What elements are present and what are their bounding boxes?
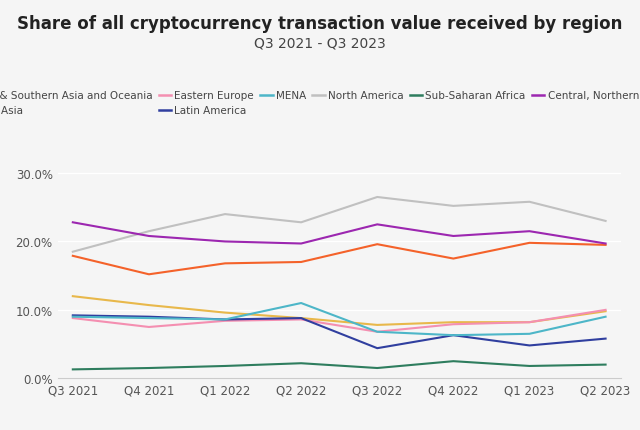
Central, Northern & Western Europe bbox=[373, 222, 381, 227]
MENA bbox=[221, 317, 229, 322]
Eastern Asia bbox=[525, 320, 533, 325]
Central & Southern Asia and Oceania bbox=[69, 254, 77, 259]
Text: Share of all cryptocurrency transaction value received by region: Share of all cryptocurrency transaction … bbox=[17, 15, 623, 33]
North America bbox=[69, 249, 77, 255]
Eastern Europe bbox=[373, 329, 381, 335]
Eastern Europe bbox=[298, 317, 305, 322]
Line: Central & Southern Asia and Oceania: Central & Southern Asia and Oceania bbox=[73, 243, 605, 275]
Sub-Saharan Africa bbox=[373, 366, 381, 371]
Central & Southern Asia and Oceania bbox=[449, 256, 457, 261]
Latin America bbox=[449, 333, 457, 338]
Central, Northern & Western Europe bbox=[221, 240, 229, 245]
Line: Latin America: Latin America bbox=[73, 316, 605, 348]
Central & Southern Asia and Oceania bbox=[373, 242, 381, 247]
Sub-Saharan Africa bbox=[145, 366, 153, 371]
Central & Southern Asia and Oceania bbox=[525, 241, 533, 246]
North America bbox=[298, 220, 305, 225]
Central & Southern Asia and Oceania bbox=[221, 261, 229, 266]
Central & Southern Asia and Oceania bbox=[145, 272, 153, 277]
Central, Northern & Western Europe bbox=[449, 234, 457, 239]
Sub-Saharan Africa bbox=[449, 359, 457, 364]
Latin America bbox=[145, 314, 153, 319]
MENA bbox=[145, 316, 153, 321]
Latin America bbox=[373, 346, 381, 351]
Eastern Asia bbox=[373, 322, 381, 328]
Line: Eastern Europe: Eastern Europe bbox=[73, 310, 605, 332]
Sub-Saharan Africa bbox=[602, 362, 609, 367]
Eastern Europe bbox=[602, 307, 609, 313]
Eastern Europe bbox=[145, 325, 153, 330]
MENA bbox=[449, 333, 457, 338]
Eastern Asia bbox=[602, 309, 609, 314]
Latin America bbox=[602, 336, 609, 341]
Latin America bbox=[298, 316, 305, 321]
Line: Sub-Saharan Africa: Sub-Saharan Africa bbox=[73, 361, 605, 369]
Eastern Europe bbox=[221, 319, 229, 324]
MENA bbox=[373, 329, 381, 335]
Eastern Europe bbox=[525, 320, 533, 325]
Legend: Central & Southern Asia and Oceania, Eastern Asia, Eastern Europe, Latin America: Central & Southern Asia and Oceania, Eas… bbox=[0, 87, 640, 120]
Sub-Saharan Africa bbox=[221, 363, 229, 369]
Central & Southern Asia and Oceania bbox=[602, 243, 609, 248]
North America bbox=[221, 212, 229, 217]
Sub-Saharan Africa bbox=[69, 367, 77, 372]
Central, Northern & Western Europe bbox=[145, 234, 153, 239]
Text: Q3 2021 - Q3 2023: Q3 2021 - Q3 2023 bbox=[254, 37, 386, 50]
Eastern Europe bbox=[449, 322, 457, 327]
Line: North America: North America bbox=[73, 197, 605, 252]
MENA bbox=[69, 314, 77, 319]
North America bbox=[602, 219, 609, 224]
Latin America bbox=[525, 343, 533, 348]
Central, Northern & Western Europe bbox=[69, 220, 77, 225]
Line: Eastern Asia: Eastern Asia bbox=[73, 297, 605, 325]
Latin America bbox=[69, 313, 77, 318]
Sub-Saharan Africa bbox=[525, 363, 533, 369]
MENA bbox=[602, 314, 609, 319]
Line: Central, Northern & Western Europe: Central, Northern & Western Europe bbox=[73, 223, 605, 244]
North America bbox=[525, 200, 533, 205]
MENA bbox=[298, 301, 305, 306]
Central, Northern & Western Europe bbox=[298, 241, 305, 246]
Central, Northern & Western Europe bbox=[525, 229, 533, 234]
Sub-Saharan Africa bbox=[298, 361, 305, 366]
North America bbox=[373, 195, 381, 200]
Eastern Asia bbox=[221, 310, 229, 316]
North America bbox=[449, 204, 457, 209]
Eastern Asia bbox=[449, 320, 457, 325]
Eastern Asia bbox=[298, 316, 305, 321]
Latin America bbox=[221, 317, 229, 322]
Central & Southern Asia and Oceania bbox=[298, 260, 305, 265]
North America bbox=[145, 229, 153, 234]
Central, Northern & Western Europe bbox=[602, 241, 609, 246]
Eastern Europe bbox=[69, 316, 77, 321]
MENA bbox=[525, 332, 533, 337]
Eastern Asia bbox=[145, 303, 153, 308]
Eastern Asia bbox=[69, 294, 77, 299]
Line: MENA: MENA bbox=[73, 303, 605, 335]
